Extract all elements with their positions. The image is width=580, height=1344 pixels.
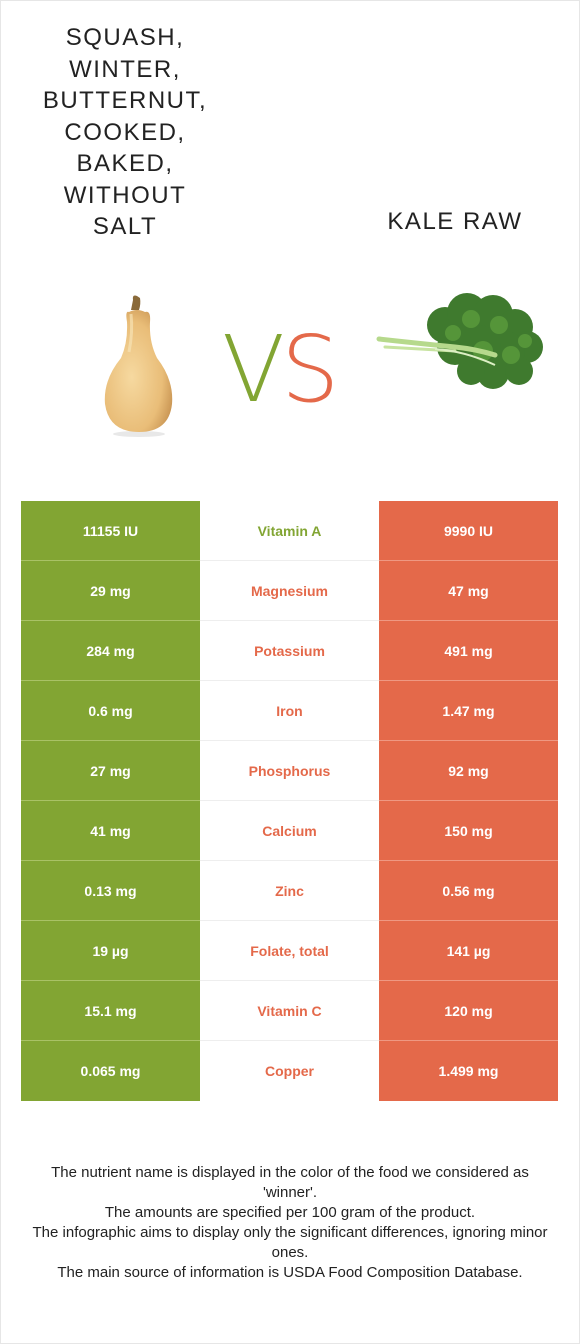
left-value-cell: 284 mg	[21, 621, 200, 681]
left-value-cell: 0.13 mg	[21, 861, 200, 921]
left-title-line: WINTER,	[69, 55, 181, 83]
right-value-cell: 1.499 mg	[379, 1041, 558, 1101]
right-value-cell: 9990 IU	[379, 501, 558, 561]
vs-label: VS	[222, 320, 352, 420]
left-value-cell: 0.065 mg	[21, 1041, 200, 1101]
left-value-cell: 19 µg	[21, 921, 200, 981]
nutrient-name-cell: Copper	[200, 1041, 379, 1101]
left-value-cell: 41 mg	[21, 801, 200, 861]
nutrient-row: 29 mg Magnesium 47 mg	[21, 561, 558, 621]
nutrient-row: 19 µg Folate, total 141 µg	[21, 921, 558, 981]
kale-image	[375, 285, 555, 405]
left-value-cell: 0.6 mg	[21, 681, 200, 741]
nutrient-row: 11155 IU Vitamin A 9990 IU	[21, 501, 558, 561]
nutrient-name-cell: Vitamin A	[200, 501, 379, 561]
right-value-cell: 120 mg	[379, 981, 558, 1041]
nutrient-name-cell: Iron	[200, 681, 379, 741]
footer-line: The amounts are specified per 100 gram o…	[104, 1204, 476, 1221]
left-value-cell: 15.1 mg	[21, 981, 200, 1041]
nutrient-name-cell: Potassium	[200, 621, 379, 681]
butternut-squash-image	[95, 292, 185, 437]
right-food-title: KALE RAW	[387, 208, 523, 235]
nutrient-name-cell: Calcium	[200, 801, 379, 861]
left-title-line: COOKED,	[64, 118, 186, 146]
left-title-line: SQUASH,	[65, 24, 185, 51]
left-value-cell: 27 mg	[21, 741, 200, 801]
left-value-cell: 11155 IU	[21, 501, 200, 561]
left-title-line: BUTTERNUT,	[42, 87, 208, 114]
nutrient-name-cell: Phosphorus	[200, 741, 379, 801]
nutrient-row: 27 mg Phosphorus 92 mg	[21, 741, 558, 801]
left-food-title: SQUASH, WINTER, BUTTERNUT, COOKED, BAKED…	[20, 22, 230, 243]
left-title-line: WITHOUT	[63, 181, 187, 209]
nutrient-row: 284 mg Potassium 491 mg	[21, 621, 558, 681]
vs-s-letter: S	[280, 316, 339, 423]
nutrient-row: 0.6 mg Iron 1.47 mg	[21, 681, 558, 741]
nutrient-name-cell: Folate, total	[200, 921, 379, 981]
right-value-cell: 491 mg	[379, 621, 558, 681]
right-value-cell: 92 mg	[379, 741, 558, 801]
right-value-cell: 0.56 mg	[379, 861, 558, 921]
vs-v-letter: V	[222, 316, 285, 423]
left-value-cell: 29 mg	[21, 561, 200, 621]
footer-line: The nutrient name is displayed in the co…	[51, 1164, 529, 1201]
footer-notes: The nutrient name is displayed in the co…	[30, 1163, 550, 1283]
footer-line: The infographic aims to display only the…	[32, 1224, 548, 1261]
right-value-cell: 47 mg	[379, 561, 558, 621]
nutrient-row: 0.065 mg Copper 1.499 mg	[21, 1041, 558, 1101]
nutrient-comparison-table: 11155 IU Vitamin A 9990 IU 29 mg Magnesium 47…	[21, 501, 558, 1101]
footer-line: The main source of information is USDA F…	[57, 1264, 523, 1281]
right-value-cell: 150 mg	[379, 801, 558, 861]
nutrient-row: 15.1 mg Vitamin C 120 mg	[21, 981, 558, 1041]
nutrient-row: 41 mg Calcium 150 mg	[21, 801, 558, 861]
nutrient-name-cell: Magnesium	[200, 561, 379, 621]
right-value-cell: 1.47 mg	[379, 681, 558, 741]
left-title-line: SALT	[92, 213, 158, 240]
nutrient-name-cell: Vitamin C	[200, 981, 379, 1041]
nutrient-name-cell: Zinc	[200, 861, 379, 921]
right-value-cell: 141 µg	[379, 921, 558, 981]
nutrient-row: 0.13 mg Zinc 0.56 mg	[21, 861, 558, 921]
left-title-line: BAKED,	[76, 150, 174, 177]
